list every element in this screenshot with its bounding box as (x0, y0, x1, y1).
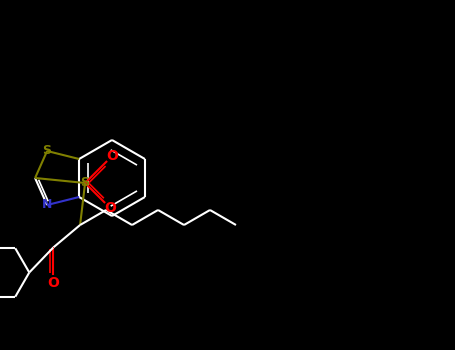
Text: S: S (81, 176, 90, 189)
Text: N: N (42, 198, 52, 211)
Text: O: O (106, 149, 118, 163)
Text: S: S (43, 145, 51, 158)
Text: O: O (47, 276, 59, 290)
Text: O: O (104, 201, 116, 215)
